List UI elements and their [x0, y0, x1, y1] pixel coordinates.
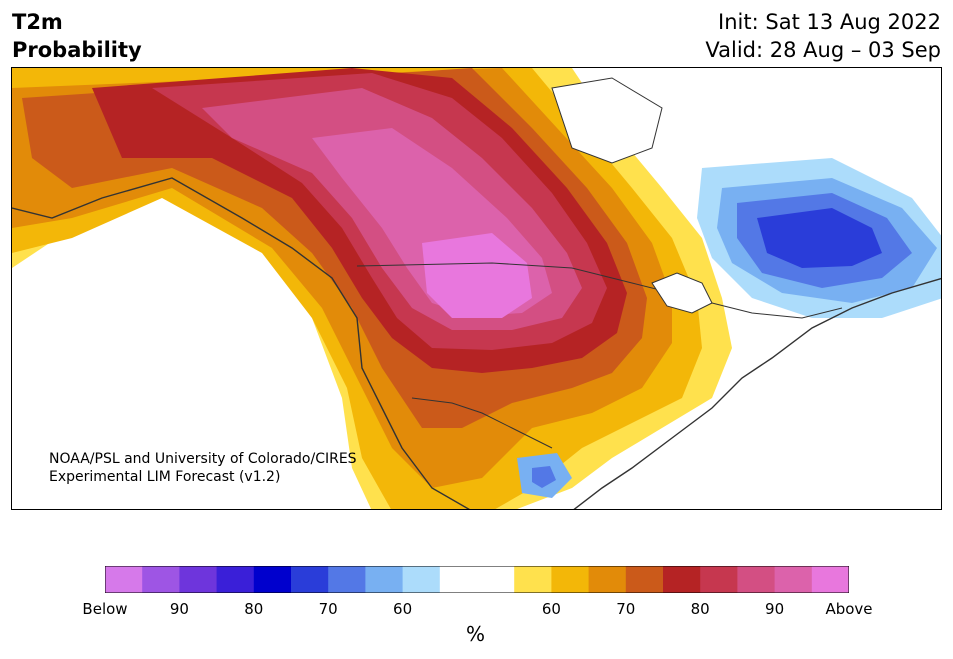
cool-core-blue	[757, 208, 882, 268]
cool-spot-mexico-core	[532, 466, 556, 488]
colorbar-segment	[328, 566, 366, 593]
colorbar-tick-label: 70	[616, 600, 636, 618]
credit-line-2: Experimental LIM Forecast (v1.2)	[49, 469, 281, 485]
colorbar-tick-label: 60	[393, 600, 413, 618]
colorbar-segment	[663, 566, 701, 593]
forecast-dates: Init: Sat 13 Aug 2022 Valid: 28 Aug – 03…	[705, 8, 941, 64]
map-canvas	[12, 68, 941, 509]
colorbar-tick-label: 70	[318, 600, 338, 618]
colorbar-segment	[402, 566, 441, 593]
variable-label: T2m	[12, 10, 63, 34]
colorbar-tick-label: 60	[541, 600, 561, 618]
colorbar-segment	[291, 566, 329, 593]
colorbar	[105, 566, 849, 593]
map-title: T2m Probability	[12, 8, 142, 64]
product-label: Probability	[12, 38, 142, 62]
colorbar-segment	[365, 566, 404, 593]
credit-text: NOAA/PSL and University of Colorado/CIRE…	[49, 450, 357, 486]
colorbar-tick-label: 80	[244, 600, 264, 618]
hudson-bay	[551, 77, 663, 164]
colorbar-unit: %	[466, 622, 486, 646]
colorbar-segment	[514, 566, 552, 593]
colorbar-segment	[179, 566, 218, 593]
colorbar-tick-label: 90	[169, 600, 189, 618]
init-date: Init: Sat 13 Aug 2022	[718, 10, 941, 34]
colorbar-segment	[439, 566, 478, 593]
colorbar-tick-label: 80	[690, 600, 710, 618]
colorbar-segment	[700, 566, 738, 593]
colorbar-segment	[551, 566, 590, 593]
colorbar-segment	[625, 566, 664, 593]
coastline	[12, 177, 941, 509]
credit-line-1: NOAA/PSL and University of Colorado/CIRE…	[49, 451, 357, 467]
colorbar-segment	[477, 566, 515, 593]
colorbar-segment	[253, 566, 292, 593]
colorbar-tick-label: 90	[765, 600, 785, 618]
colorbar-segment	[216, 566, 255, 593]
colorbar-segment	[737, 566, 776, 593]
colorbar-segment	[774, 566, 813, 593]
colorbar-segment	[588, 566, 627, 593]
warm-core-magenta	[422, 233, 532, 318]
colorbar-tick-label: Below	[82, 600, 128, 618]
valid-range: Valid: 28 Aug – 03 Sep	[705, 38, 941, 62]
colorbar-segment	[811, 566, 849, 593]
colorbar-tick-label: Above	[825, 600, 873, 618]
colorbar-segment	[105, 566, 143, 593]
great-lakes	[651, 272, 713, 314]
probability-map	[11, 67, 942, 510]
us-mexico-border	[411, 397, 553, 449]
colorbar-segment	[142, 566, 180, 593]
